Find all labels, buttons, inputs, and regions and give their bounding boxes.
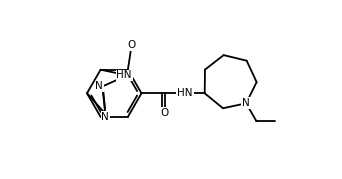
Text: N: N [95,81,103,91]
Text: N: N [242,98,250,108]
Text: HN: HN [177,88,193,98]
Text: O: O [160,108,169,118]
Text: HN: HN [117,70,132,80]
Text: N: N [101,112,109,122]
Text: O: O [128,40,136,50]
